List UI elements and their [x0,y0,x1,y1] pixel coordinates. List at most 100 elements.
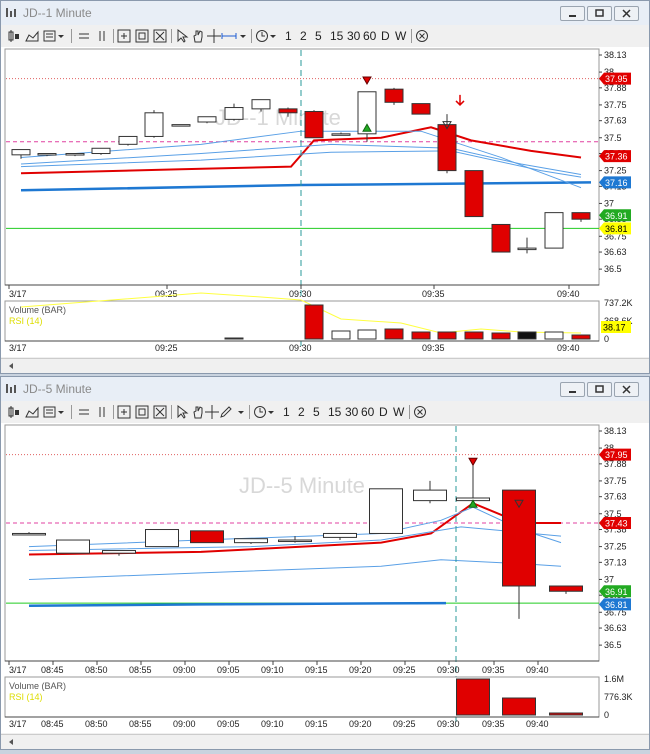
period-60[interactable]: 60 [361,405,375,419]
time-axis-label: 08:50 [85,665,108,675]
price-badge-label: 37.16 [605,178,628,188]
cursor-arrow-icon[interactable] [175,29,189,43]
sell-signal-icon [514,499,524,509]
time-axis-label: 09:25 [155,343,178,353]
volume-axis-label: 737.2K [604,298,633,308]
period-daily[interactable]: D [379,405,388,419]
zoom-fit-icon[interactable] [117,29,131,43]
chevron-down-icon[interactable] [237,405,245,419]
horizontal-scrollbar[interactable] [1,734,649,749]
price-badge [599,222,631,235]
volume-bar [456,678,490,716]
pause-icon[interactable] [95,405,109,419]
horizontal-scrollbar[interactable] [1,358,649,373]
rsi-label: RSI (14) [9,316,43,326]
period-weekly[interactable]: W [393,405,405,419]
price-badge-label: 37.95 [605,74,628,84]
sell-signal-icon [442,121,452,130]
restore-button[interactable] [587,6,612,21]
down-candle [571,212,591,220]
ma-light-blue-line [28,526,562,552]
pencil-icon[interactable] [219,405,233,419]
rsi-label: RSI (14) [9,692,43,702]
title-bar[interactable]: JD--5 Minute [1,377,649,401]
zoom-out-icon[interactable] [153,405,167,419]
up-candle [413,489,447,502]
title-bar[interactable]: JD--1 Minute [1,1,649,25]
crosshair-icon[interactable] [207,29,221,43]
period-30[interactable]: 30 [345,405,359,419]
volume-panel [4,676,600,718]
red-triangle-icon [362,76,372,85]
chart-settings-icon[interactable] [43,405,65,419]
price-chart[interactable]: 38.133837.8837.7537.6337.537.3837.2537.1… [1,423,649,733]
time-axis-label: 08:45 [41,719,64,729]
time-axis-label: 3/17 [9,343,27,353]
restore-button[interactable] [587,382,612,397]
period-15[interactable]: 15 [328,405,342,419]
area-chart-icon[interactable] [25,405,39,419]
close-button[interactable] [614,6,639,21]
candlestick-icon[interactable] [7,29,21,43]
cursor-arrow-icon[interactable] [175,405,189,419]
period-1[interactable]: 1 [285,29,292,43]
period-2[interactable]: 2 [298,405,305,419]
chevron-down-icon[interactable] [239,29,247,43]
chart-window-icon [6,384,16,393]
up-candle [56,539,90,554]
price-axis-label: 36.63 [604,623,627,633]
crosshair-icon[interactable] [205,405,219,419]
zoom-in-icon[interactable] [135,29,149,43]
clock-icon[interactable] [253,405,275,419]
equals-icon[interactable] [77,405,91,419]
period-1[interactable]: 1 [283,405,290,419]
close-icon [622,385,631,394]
down-candle [437,124,457,172]
time-axis-label: 09:10 [261,719,284,729]
period-60[interactable]: 60 [363,29,377,43]
zoom-in-icon[interactable] [135,405,149,419]
zoom-out-icon[interactable] [153,29,167,43]
time-axis-label: 09:15 [305,665,328,675]
up-candle [517,247,537,251]
minimize-button[interactable] [560,382,585,397]
volume-bar [491,332,511,340]
up-candle [197,116,217,123]
price-axis-label: 37 [604,198,614,208]
cancel-circle-icon[interactable] [413,405,427,419]
candlestick-icon[interactable] [7,405,21,419]
price-badge-label: 37.43 [605,518,628,528]
price-badge [599,516,631,529]
hand-pan-icon[interactable] [191,29,205,43]
equals-icon[interactable] [77,29,91,43]
zoom-fit-icon[interactable] [117,405,131,419]
price-axis-label: 38 [604,443,614,453]
cancel-circle-icon[interactable] [415,29,429,43]
period-2[interactable]: 2 [300,29,307,43]
ma-blue-line [28,601,447,607]
scroll-left-icon[interactable] [1,735,649,749]
minimize-button[interactable] [560,6,585,21]
time-axis-label: 08:55 [129,719,152,729]
period-15[interactable]: 15 [330,29,344,43]
clock-icon[interactable] [255,29,277,43]
hand-pan-icon[interactable] [191,405,205,419]
pause-icon[interactable] [95,29,109,43]
period-5[interactable]: 5 [315,29,322,43]
scroll-left-icon[interactable] [1,359,649,373]
period-daily[interactable]: D [381,29,390,43]
ma-light-blue-line [20,143,582,176]
period-weekly[interactable]: W [395,29,407,43]
close-button[interactable] [614,382,639,397]
price-badge [599,585,631,598]
period-5[interactable]: 5 [313,405,320,419]
chart-settings-icon[interactable] [43,29,65,43]
price-axis-label: 38 [604,67,614,77]
chart-area[interactable]: 38.133837.8837.7537.6337.537.3837.2537.1… [1,47,649,357]
price-chart[interactable]: 38.133837.8837.7537.6337.537.3837.2537.1… [1,47,649,357]
period-30[interactable]: 30 [347,29,361,43]
measure-icon[interactable] [221,29,237,43]
time-axis-label: 09:30 [289,289,312,299]
area-chart-icon[interactable] [25,29,39,43]
